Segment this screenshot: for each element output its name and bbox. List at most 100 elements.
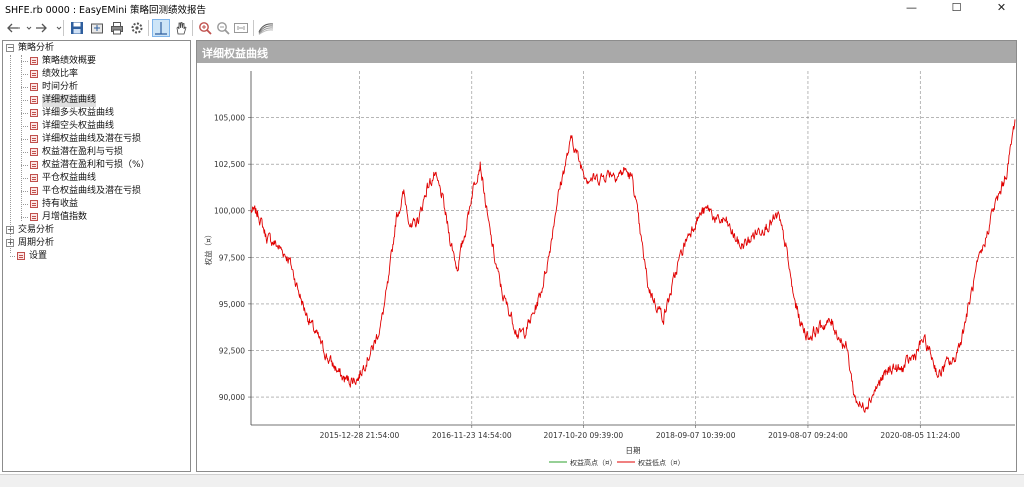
tree-group-label: 交易分析 — [18, 225, 55, 235]
tree-item-label: 权益潜在盈利与亏损 — [42, 147, 124, 157]
tree-connector — [10, 55, 11, 253]
y-tick-label: 102,500 — [214, 160, 245, 169]
tree-group-label: 周期分析 — [18, 238, 55, 248]
tree-item-label: 绩效比率 — [42, 69, 79, 79]
chart-icon — [30, 122, 38, 130]
collapse-icon[interactable]: − — [6, 43, 14, 52]
chart-icon — [30, 109, 38, 117]
y-tick-label: 92,500 — [219, 346, 245, 355]
tree-connector — [21, 178, 28, 179]
hand-icon[interactable] — [172, 19, 190, 37]
tree-item-closed-equity-potential-loss[interactable]: 平仓权益曲线及潜在亏损 — [21, 185, 141, 198]
tree-item-settings[interactable]: 设置 — [6, 250, 47, 263]
zoom-out-icon[interactable] — [214, 19, 232, 37]
chart-icon — [30, 148, 38, 156]
tree-item-long-equity-curve[interactable]: 详细多头权益曲线 — [21, 107, 114, 120]
tree-item-performance-ratios[interactable]: 绩效比率 — [21, 68, 78, 81]
tree-item-label: 权益潜在盈利和亏损（%） — [42, 160, 150, 170]
y-tick-label: 97,500 — [219, 253, 245, 262]
tree-item-label: 平仓权益曲线 — [42, 173, 97, 183]
zoom-in-icon[interactable] — [196, 19, 214, 37]
tree-item-closed-equity-curve[interactable]: 平仓权益曲线 — [21, 172, 96, 185]
tree-item-label: 设置 — [29, 251, 48, 261]
save-icon[interactable] — [68, 19, 86, 37]
equity-curve-chart[interactable]: 90,000 92,500 95,000 97,500 100,000 102,500 10… — [197, 63, 1016, 471]
legend-label-equity-low: 权益低点（¤） — [638, 458, 684, 467]
chart-icon — [30, 187, 38, 195]
y-tick-label: 105,000 — [214, 114, 245, 123]
tree-item-performance-summary[interactable]: 策略绩效概要 — [21, 55, 96, 68]
forward-dropdown-icon[interactable] — [50, 19, 68, 37]
tree-item-label: 月增值指数 — [42, 212, 88, 222]
x-tick-label: 2020-08-05 11:24:00 — [880, 431, 960, 440]
tree-connector — [21, 217, 28, 218]
crosshair-icon[interactable] — [152, 19, 170, 37]
tree-connector — [21, 191, 28, 192]
y-tick-label: 90,000 — [219, 393, 245, 402]
report-icon — [30, 57, 38, 65]
chart-panel: 详细权益曲线 90,000 92,500 95,000 97,500 100,000 10… — [196, 40, 1017, 472]
tree-group-strategy-analysis[interactable]: − 策略分析 — [6, 42, 54, 55]
title-bar: SHFE.rb 0000 : EasyEMini 策略回测绩效报告 — ☐ ✕ — [0, 0, 1024, 16]
settings-report-icon — [17, 252, 25, 260]
y-axis-label: 权益（¤） — [203, 231, 213, 266]
x-tick-label: 2017-10-20 09:39:00 — [544, 431, 624, 440]
tree-connector — [21, 87, 28, 88]
tree-item-label: 策略绩效概要 — [42, 56, 97, 66]
tree-item-holding-return[interactable]: 持有收益 — [21, 198, 78, 211]
chart-icon — [30, 174, 38, 182]
back-dropdown-icon[interactable] — [20, 19, 38, 37]
tree-item-label: 详细权益曲线 — [42, 94, 97, 107]
navigation-tree: − 策略分析 策略绩效概要 绩效比率 时间分析 详细权益曲线 详细多头权益曲线 … — [2, 40, 191, 472]
x-tick-label: 2019-08-07 09:24:00 — [768, 431, 848, 440]
chart-icon — [30, 135, 38, 143]
tree-item-potential-profit-loss[interactable]: 权益潜在盈利与亏损 — [21, 146, 123, 159]
tree-connector — [21, 100, 28, 101]
tree-item-time-analysis[interactable]: 时间分析 — [21, 81, 78, 94]
tree-connector — [21, 165, 28, 166]
expand-icon[interactable]: + — [6, 238, 14, 247]
tree-item-potential-profit-loss-percent[interactable]: 权益潜在盈利和亏损（%） — [21, 159, 150, 172]
report-icon — [30, 70, 38, 78]
tree-connector — [21, 204, 28, 205]
minimize-button[interactable]: — — [906, 1, 917, 14]
tree-item-monthly-value-index[interactable]: 月增值指数 — [21, 211, 87, 224]
tree-item-detailed-equity-curve[interactable]: 详细权益曲线 — [21, 94, 97, 107]
window-title: SHFE.rb 0000 : EasyEMini 策略回测绩效报告 — [5, 5, 206, 16]
chart-icon — [30, 96, 38, 104]
tree-item-short-equity-curve[interactable]: 详细空头权益曲线 — [21, 120, 114, 133]
toolbar-separator — [192, 20, 193, 36]
panel-title: 详细权益曲线 — [202, 47, 268, 60]
tree-connector — [21, 126, 28, 127]
y-tick-label: 95,000 — [219, 300, 245, 309]
maximize-button[interactable]: ☐ — [951, 1, 962, 14]
chart-icon — [30, 213, 38, 221]
chart-style-icon[interactable] — [257, 19, 275, 37]
zoom-fit-icon[interactable] — [232, 19, 250, 37]
toolbar — [0, 16, 1024, 40]
tree-connector — [21, 113, 28, 114]
print-icon[interactable] — [108, 19, 126, 37]
tree-connector — [21, 61, 28, 62]
back-arrow-icon[interactable] — [4, 19, 22, 37]
status-bar — [0, 474, 1024, 487]
expand-icon[interactable]: + — [6, 225, 14, 234]
tree-item-equity-curve-potential-loss[interactable]: 详细权益曲线及潜在亏损 — [21, 133, 141, 146]
tree-connector — [21, 55, 22, 221]
tree-connector — [21, 152, 28, 153]
report-icon — [30, 83, 38, 91]
tree-group-trade-analysis[interactable]: + 交易分析 — [6, 224, 54, 237]
tree-group-label: 策略分析 — [18, 43, 55, 53]
toolbar-separator — [148, 20, 149, 36]
tree-group-period-analysis[interactable]: + 周期分析 — [6, 237, 54, 250]
forward-arrow-icon[interactable] — [32, 19, 50, 37]
toolbar-separator — [63, 20, 64, 36]
settings-icon[interactable] — [128, 19, 146, 37]
chart-icon — [30, 161, 38, 169]
export-icon[interactable] — [88, 19, 106, 37]
close-button[interactable]: ✕ — [996, 1, 1007, 14]
chart-icon — [30, 200, 38, 208]
tree-item-label: 平仓权益曲线及潜在亏损 — [42, 186, 142, 196]
tree-connector — [21, 139, 28, 140]
x-tick-label: 2015-12-28 21:54:00 — [320, 431, 400, 440]
